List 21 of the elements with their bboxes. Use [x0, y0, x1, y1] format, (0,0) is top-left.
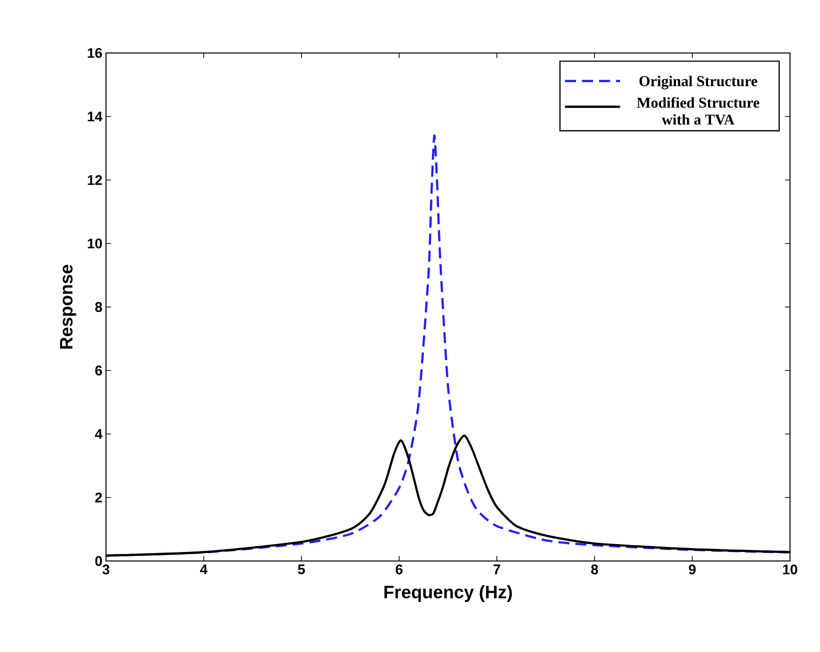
x-tick-label: 7 [494, 564, 500, 574]
x-tick-label: 4 [200, 564, 208, 574]
y-tick-label: 8 [95, 302, 102, 312]
x-tick-label: 9 [688, 564, 696, 574]
y-tick-label: 12 [88, 175, 102, 185]
x-tick-label: 8 [591, 564, 598, 574]
y-tick-label: 6 [95, 366, 102, 376]
x-tick-label: 5 [298, 564, 305, 574]
y-tick-label: 0 [95, 556, 102, 566]
x-axis-title: Frequency (Hz) [384, 585, 512, 602]
y-tick-label: 16 [88, 48, 102, 58]
x-tick-label: 6 [396, 564, 403, 574]
x-tick-label: 3 [102, 564, 110, 574]
legend-label: Original Structure [639, 76, 758, 90]
y-tick-label: 4 [94, 429, 102, 439]
y-tick-label: 10 [88, 238, 102, 248]
y-tick-label: 2 [95, 492, 102, 502]
legend-label: Modified Structure with a TVA [636, 97, 760, 125]
y-tick-label: 14 [88, 112, 102, 122]
y-axis-title: Response [60, 264, 76, 349]
x-tick-label: 10 [783, 564, 798, 574]
